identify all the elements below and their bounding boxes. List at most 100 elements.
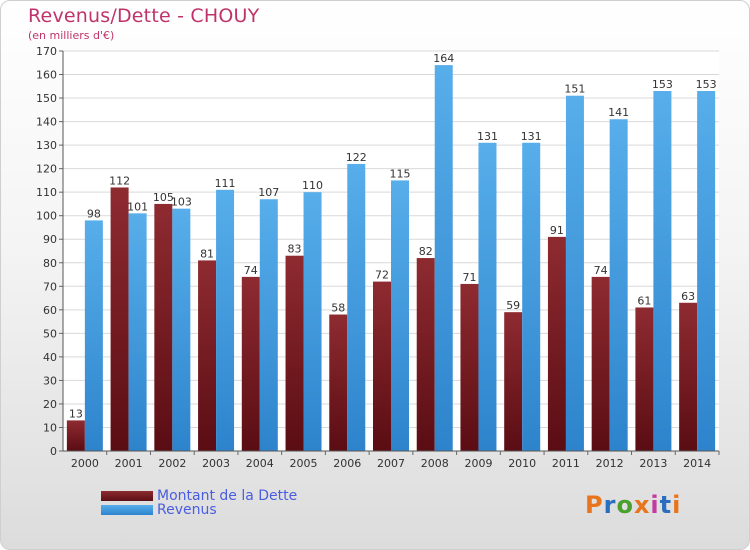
x-tick-label: 2010 — [508, 457, 536, 470]
data-label: 122 — [346, 151, 367, 164]
logo-letter: x — [633, 491, 651, 519]
debt-bar — [460, 283, 479, 451]
x-tick-label: 2012 — [596, 457, 624, 470]
data-label: 110 — [302, 179, 323, 192]
data-label: 131 — [521, 130, 542, 143]
x-tick-label: 2005 — [290, 457, 318, 470]
x-tick-label: 2002 — [158, 457, 186, 470]
data-label: 103 — [171, 196, 192, 209]
debt-bar — [241, 276, 260, 451]
logo-letter: i — [672, 491, 682, 519]
data-label: 112 — [109, 174, 130, 187]
y-tick-label: 170 — [36, 45, 57, 58]
logo-letter: P — [585, 491, 604, 519]
x-tick-label: 2001 — [115, 457, 143, 470]
logo-letter: t — [659, 491, 673, 519]
debt-bar — [66, 420, 85, 451]
x-tick-label: 2008 — [421, 457, 449, 470]
legend-swatch-debt — [101, 491, 153, 501]
x-tick-label: 2013 — [639, 457, 667, 470]
data-label: 74 — [594, 264, 608, 277]
revenue-bar — [259, 199, 278, 451]
data-label: 61 — [637, 294, 651, 307]
y-tick-label: 40 — [43, 351, 57, 364]
revenue-bar — [216, 189, 235, 451]
data-label: 82 — [419, 245, 433, 258]
y-tick-label: 100 — [36, 210, 57, 223]
revenue-bar — [653, 91, 672, 451]
revenue-bar — [391, 180, 409, 452]
y-tick-label: 0 — [50, 445, 57, 458]
data-label: 74 — [244, 264, 258, 277]
data-label: 164 — [433, 52, 454, 65]
debt-bar — [679, 302, 698, 451]
y-tick-label: 130 — [36, 139, 57, 152]
data-label: 81 — [200, 247, 214, 260]
debt-bar — [635, 307, 654, 451]
x-tick-label: 2007 — [377, 457, 405, 470]
data-label: 111 — [215, 177, 236, 190]
revenue-bar — [172, 208, 191, 451]
y-tick-label: 80 — [43, 257, 57, 270]
chart-title: Revenus/Dette - CHOUY — [28, 5, 260, 27]
y-tick-label: 30 — [43, 374, 57, 387]
data-label: 91 — [550, 224, 564, 237]
data-label: 59 — [506, 299, 520, 312]
data-label: 101 — [127, 200, 148, 213]
y-tick-label: 90 — [43, 233, 57, 246]
debt-bar — [504, 312, 523, 451]
legend-label-revenue: Revenus — [157, 502, 217, 518]
y-tick-label: 10 — [43, 421, 57, 434]
debt-bar — [285, 255, 304, 451]
debt-bar — [329, 314, 348, 451]
y-tick-label: 110 — [36, 186, 57, 199]
data-label: 98 — [87, 207, 101, 220]
x-tick-label: 2006 — [333, 457, 361, 470]
data-label: 141 — [608, 106, 629, 119]
y-tick-label: 160 — [36, 69, 57, 82]
data-label: 71 — [462, 271, 476, 284]
data-label: 63 — [681, 290, 695, 303]
x-tick-label: 2014 — [683, 457, 711, 470]
y-tick-label: 120 — [36, 163, 57, 176]
revenue-bar — [565, 95, 584, 452]
revenue-bar — [84, 220, 103, 451]
legend-item-revenue: Revenus — [101, 502, 217, 518]
proxiti-logo: Proxiti — [585, 491, 681, 519]
debt-bar — [591, 276, 610, 451]
data-label: 58 — [331, 302, 345, 315]
logo-letter: i — [650, 491, 660, 519]
revenue-bar — [303, 192, 322, 452]
y-tick-label: 50 — [43, 327, 57, 340]
revenue-bar — [522, 142, 541, 451]
y-tick-label: 150 — [36, 92, 57, 105]
x-tick-label: 2004 — [246, 457, 274, 470]
debt-bar — [373, 281, 391, 451]
debt-bar — [110, 187, 129, 451]
data-label: 131 — [477, 130, 498, 143]
y-tick-label: 70 — [43, 280, 57, 293]
y-tick-label: 20 — [43, 398, 57, 411]
revenue-bar — [609, 119, 628, 451]
x-tick-label: 2000 — [71, 457, 99, 470]
revenue-bar — [347, 163, 366, 452]
data-label: 115 — [390, 167, 411, 180]
data-label: 107 — [258, 186, 279, 199]
logo-letter: o — [616, 491, 634, 519]
chart-subtitle: (en milliers d'€) — [28, 29, 115, 42]
legend-item-debt: Montant de la Dette — [101, 488, 297, 504]
debt-bar — [547, 236, 566, 451]
x-tick-label: 2011 — [552, 457, 580, 470]
revenue-bar — [478, 142, 497, 451]
data-label: 105 — [153, 191, 174, 204]
legend-swatch-revenue — [101, 505, 153, 515]
data-label: 83 — [288, 243, 302, 256]
x-tick-label: 2009 — [464, 457, 492, 470]
debt-bar — [416, 258, 435, 451]
data-label: 153 — [652, 78, 673, 91]
data-label: 13 — [69, 407, 83, 420]
logo-letter: r — [603, 491, 617, 519]
y-tick-label: 60 — [43, 304, 57, 317]
